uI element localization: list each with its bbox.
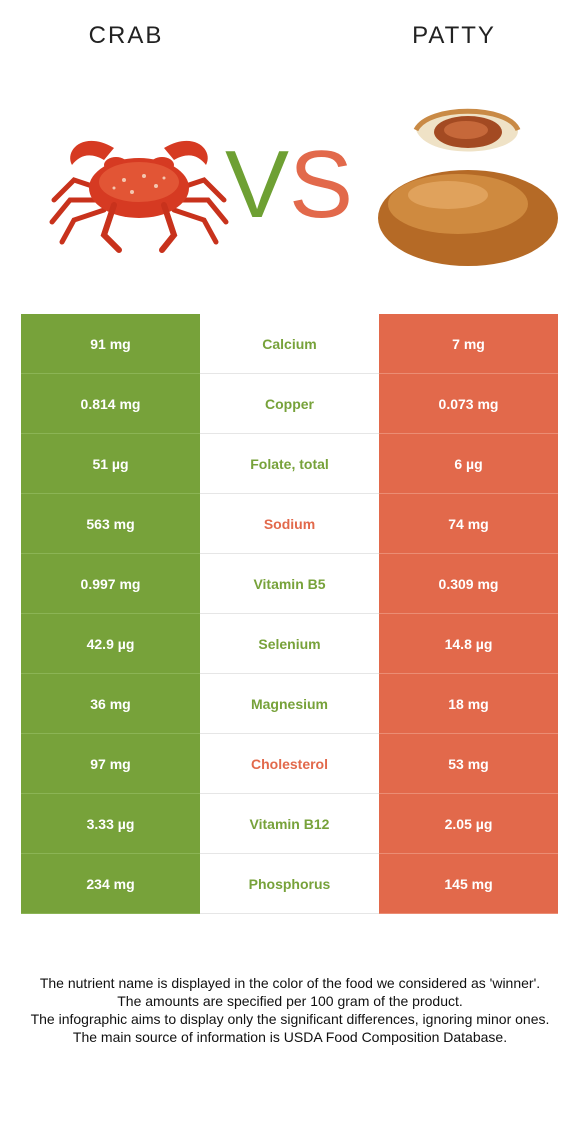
comparison-table: 91 mg Calcium 7 mg 0.814 mg Copper 0.073… xyxy=(21,314,558,914)
footnote-line: The nutrient name is displayed in the co… xyxy=(39,975,541,991)
crab-value: 234 mg xyxy=(21,854,200,914)
table-row: 0.814 mg Copper 0.073 mg xyxy=(21,374,558,434)
nutrient-name: Selenium xyxy=(200,614,379,674)
food-title-crab: CRAB xyxy=(88,22,164,49)
patty-value: 7 mg xyxy=(379,314,558,374)
footnote: The nutrient name is displayed in the co… xyxy=(14,974,566,1046)
footnote-line: The main source of information is USDA F… xyxy=(72,1029,508,1045)
nutrient-name: Folate, total xyxy=(200,434,379,494)
table-row: 91 mg Calcium 7 mg xyxy=(21,314,558,374)
footnote-line: The infographic aims to display only the… xyxy=(30,1011,550,1027)
table-row: 234 mg Phosphorus 145 mg xyxy=(21,854,558,914)
patty-value: 74 mg xyxy=(379,494,558,554)
table-row: 3.33 µg Vitamin B12 2.05 µg xyxy=(21,794,558,854)
patty-value: 2.05 µg xyxy=(379,794,558,854)
patty-value: 0.073 mg xyxy=(379,374,558,434)
nutrient-name: Sodium xyxy=(200,494,379,554)
crab-value: 91 mg xyxy=(21,314,200,374)
patty-value: 14.8 µg xyxy=(379,614,558,674)
patty-value: 18 mg xyxy=(379,674,558,734)
vs-v: V xyxy=(224,131,289,238)
crab-value: 51 µg xyxy=(21,434,200,494)
crab-value: 0.814 mg xyxy=(21,374,200,434)
crab-value: 563 mg xyxy=(21,494,200,554)
crab-image xyxy=(49,140,229,253)
table-row: 51 µg Folate, total 6 µg xyxy=(21,434,558,494)
nutrient-name: Magnesium xyxy=(200,674,379,734)
patty-value: 53 mg xyxy=(379,734,558,794)
crab-value: 42.9 µg xyxy=(21,614,200,674)
crab-value: 0.997 mg xyxy=(21,554,200,614)
patty-image xyxy=(378,108,558,266)
food-title-patty: PATTY xyxy=(412,22,496,49)
table-row: 97 mg Cholesterol 53 mg xyxy=(21,734,558,794)
vs-s: S xyxy=(289,131,354,238)
nutrient-name: Vitamin B5 xyxy=(200,554,379,614)
patty-value: 145 mg xyxy=(379,854,558,914)
patty-value: 0.309 mg xyxy=(379,554,558,614)
nutrient-name: Vitamin B12 xyxy=(200,794,379,854)
nutrient-name: Calcium xyxy=(200,314,379,374)
vs-mark: VS xyxy=(224,137,354,233)
table-row: 36 mg Magnesium 18 mg xyxy=(21,674,558,734)
crab-value: 36 mg xyxy=(21,674,200,734)
nutrient-name: Cholesterol xyxy=(200,734,379,794)
footnote-line: The amounts are specified per 100 gram o… xyxy=(117,993,463,1009)
nutrient-name: Copper xyxy=(200,374,379,434)
table-row: 0.997 mg Vitamin B5 0.309 mg xyxy=(21,554,558,614)
crab-value: 3.33 µg xyxy=(21,794,200,854)
patty-value: 6 µg xyxy=(379,434,558,494)
nutrient-name: Phosphorus xyxy=(200,854,379,914)
table-row: 563 mg Sodium 74 mg xyxy=(21,494,558,554)
table-row: 42.9 µg Selenium 14.8 µg xyxy=(21,614,558,674)
crab-value: 97 mg xyxy=(21,734,200,794)
